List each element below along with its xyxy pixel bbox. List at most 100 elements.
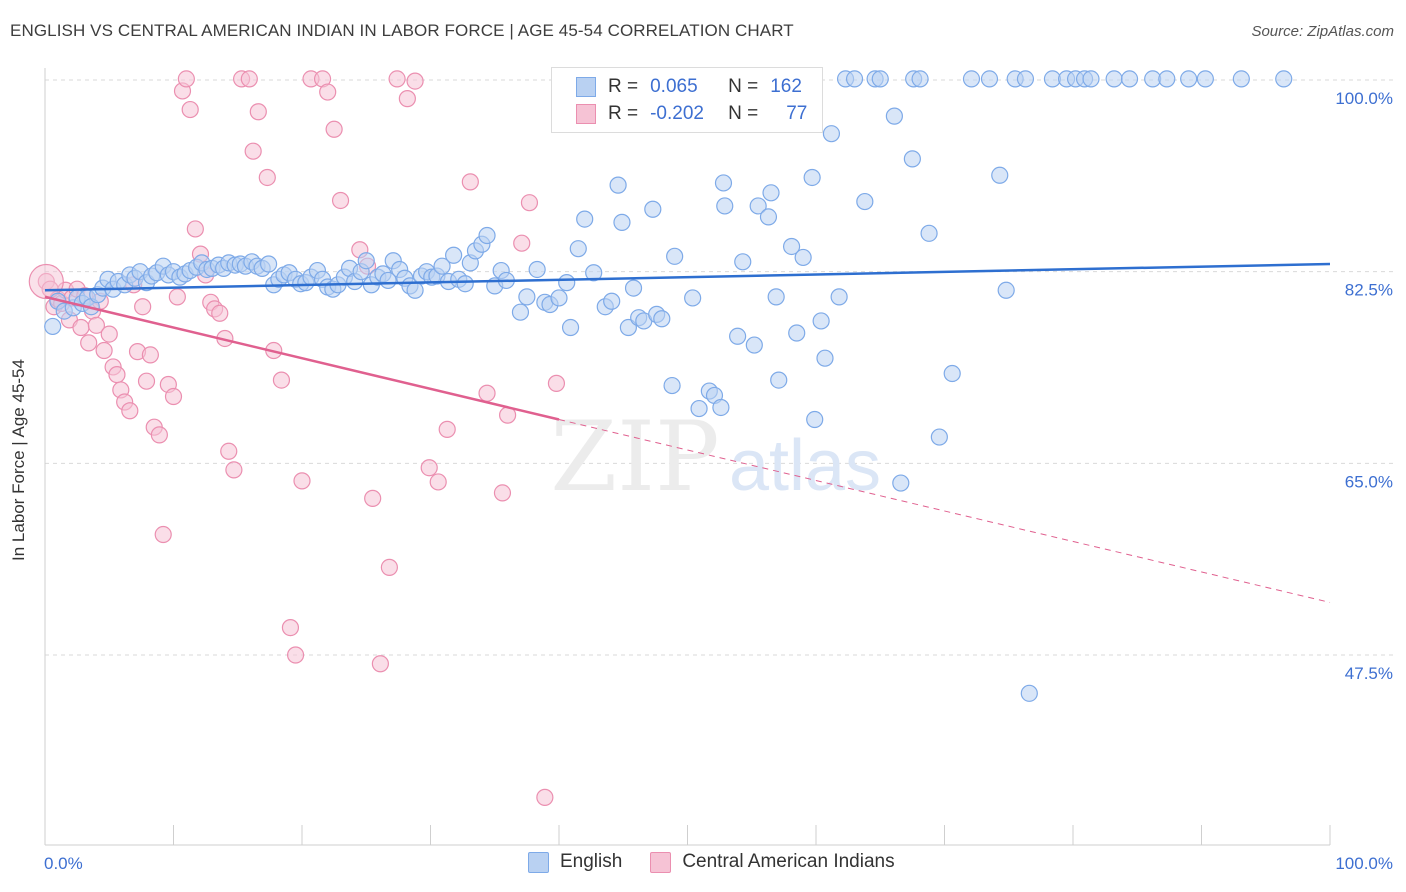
english-point — [644, 200, 662, 218]
english-point — [903, 150, 921, 168]
english-point — [871, 70, 889, 88]
legend-swatch-english — [576, 77, 596, 97]
cai-point — [141, 346, 159, 364]
legend-label-cai: Central American Indians — [682, 851, 895, 872]
y-tick-label: 47.5% — [1345, 664, 1393, 683]
english-point — [714, 174, 733, 192]
english-point — [767, 288, 785, 306]
legend-row-english: R = 0.065 N = 162 — [576, 75, 802, 99]
english-point — [816, 349, 834, 367]
cai-point — [186, 220, 204, 238]
cai-point — [420, 459, 438, 477]
watermark-atlas: atlas — [729, 426, 881, 506]
english-point — [624, 279, 643, 297]
cai-point — [364, 489, 382, 507]
cai-point — [108, 366, 126, 384]
english-point — [558, 274, 576, 292]
cai-point — [331, 191, 350, 210]
english-point — [749, 197, 767, 215]
english-point — [433, 257, 451, 275]
english-point — [1196, 70, 1214, 88]
legend-n-value: 162 — [770, 76, 802, 97]
legend-swatch-cai — [576, 104, 596, 124]
cai-point — [150, 426, 168, 444]
cai-point — [513, 234, 531, 252]
cai-point — [258, 168, 276, 187]
english-point — [856, 192, 874, 211]
series-legend: English Central American Indians — [528, 851, 923, 873]
english-point — [1180, 70, 1198, 88]
cai-point — [438, 420, 456, 438]
english-point — [456, 275, 474, 293]
cai-point — [249, 103, 267, 121]
english-points — [44, 70, 1293, 702]
english-point — [812, 312, 830, 330]
english-point — [770, 371, 788, 389]
english-point — [1082, 70, 1100, 88]
cai-point — [536, 788, 554, 806]
y-tick-label: 100.0% — [1335, 89, 1393, 108]
source-credit: Source: ZipAtlas.com — [1251, 23, 1394, 40]
y-tick-label: 82.5% — [1345, 281, 1393, 300]
english-point — [920, 224, 938, 242]
english-point — [803, 168, 821, 187]
legend-n-label: N = — [728, 76, 759, 97]
english-point — [1016, 70, 1035, 88]
cai-point — [137, 372, 156, 390]
correlation-legend: R = 0.065 N = 162 R = -0.202 N = 77 — [551, 67, 823, 133]
cai-point — [72, 318, 90, 337]
legend-r-label: R = — [608, 76, 639, 97]
english-point — [911, 70, 929, 88]
english-point — [806, 410, 824, 429]
english-point — [511, 303, 530, 321]
cai-point — [211, 304, 229, 322]
legend-r-value: -0.202 — [650, 103, 704, 124]
cai-point — [100, 325, 118, 343]
legend-row-cai: R = -0.202 N = 77 — [576, 102, 807, 126]
english-point — [44, 317, 62, 336]
cai-point — [244, 142, 262, 160]
cai-point — [87, 316, 106, 334]
english-point — [561, 318, 580, 337]
cai-point — [80, 334, 98, 352]
y-tick-label: 65.0% — [1345, 472, 1393, 491]
english-point — [603, 292, 621, 310]
english-point — [569, 240, 587, 258]
english-point — [1105, 70, 1123, 88]
english-point — [609, 176, 627, 194]
legend-r-label: R = — [608, 103, 639, 124]
legend-item-cai[interactable]: Central American Indians — [650, 851, 895, 873]
legend-item-english[interactable]: English — [528, 851, 622, 873]
english-point — [980, 70, 999, 88]
cai-point — [134, 298, 152, 316]
english-point — [885, 107, 903, 125]
english-point — [943, 364, 961, 383]
english-point — [745, 336, 763, 354]
english-point — [528, 260, 546, 279]
legend-swatch-english — [528, 851, 549, 873]
cai-point — [164, 387, 183, 406]
cai-point — [293, 472, 311, 490]
english-point — [666, 247, 684, 265]
english-point — [445, 246, 463, 264]
cai-point — [121, 402, 139, 420]
cai-point — [398, 90, 416, 108]
gridlines — [45, 79, 1395, 656]
english-point — [1158, 70, 1176, 88]
chart-title: ENGLISH VS CENTRAL AMERICAN INDIAN IN LA… — [10, 21, 794, 40]
cai-point — [547, 374, 566, 392]
legend-n-label: N = — [728, 103, 759, 124]
cai-point — [181, 100, 199, 119]
english-point — [585, 264, 603, 282]
cai-point — [225, 461, 243, 479]
english-point — [663, 376, 681, 395]
cai-point — [240, 70, 258, 88]
cai-point — [95, 341, 113, 360]
english-trend-line — [44, 262, 1331, 292]
english-point — [845, 70, 864, 88]
english-point — [406, 281, 424, 299]
axes — [44, 68, 1331, 846]
x-tick-labels: 0.0% 100.0% — [44, 854, 1393, 873]
cai-point — [406, 72, 424, 90]
